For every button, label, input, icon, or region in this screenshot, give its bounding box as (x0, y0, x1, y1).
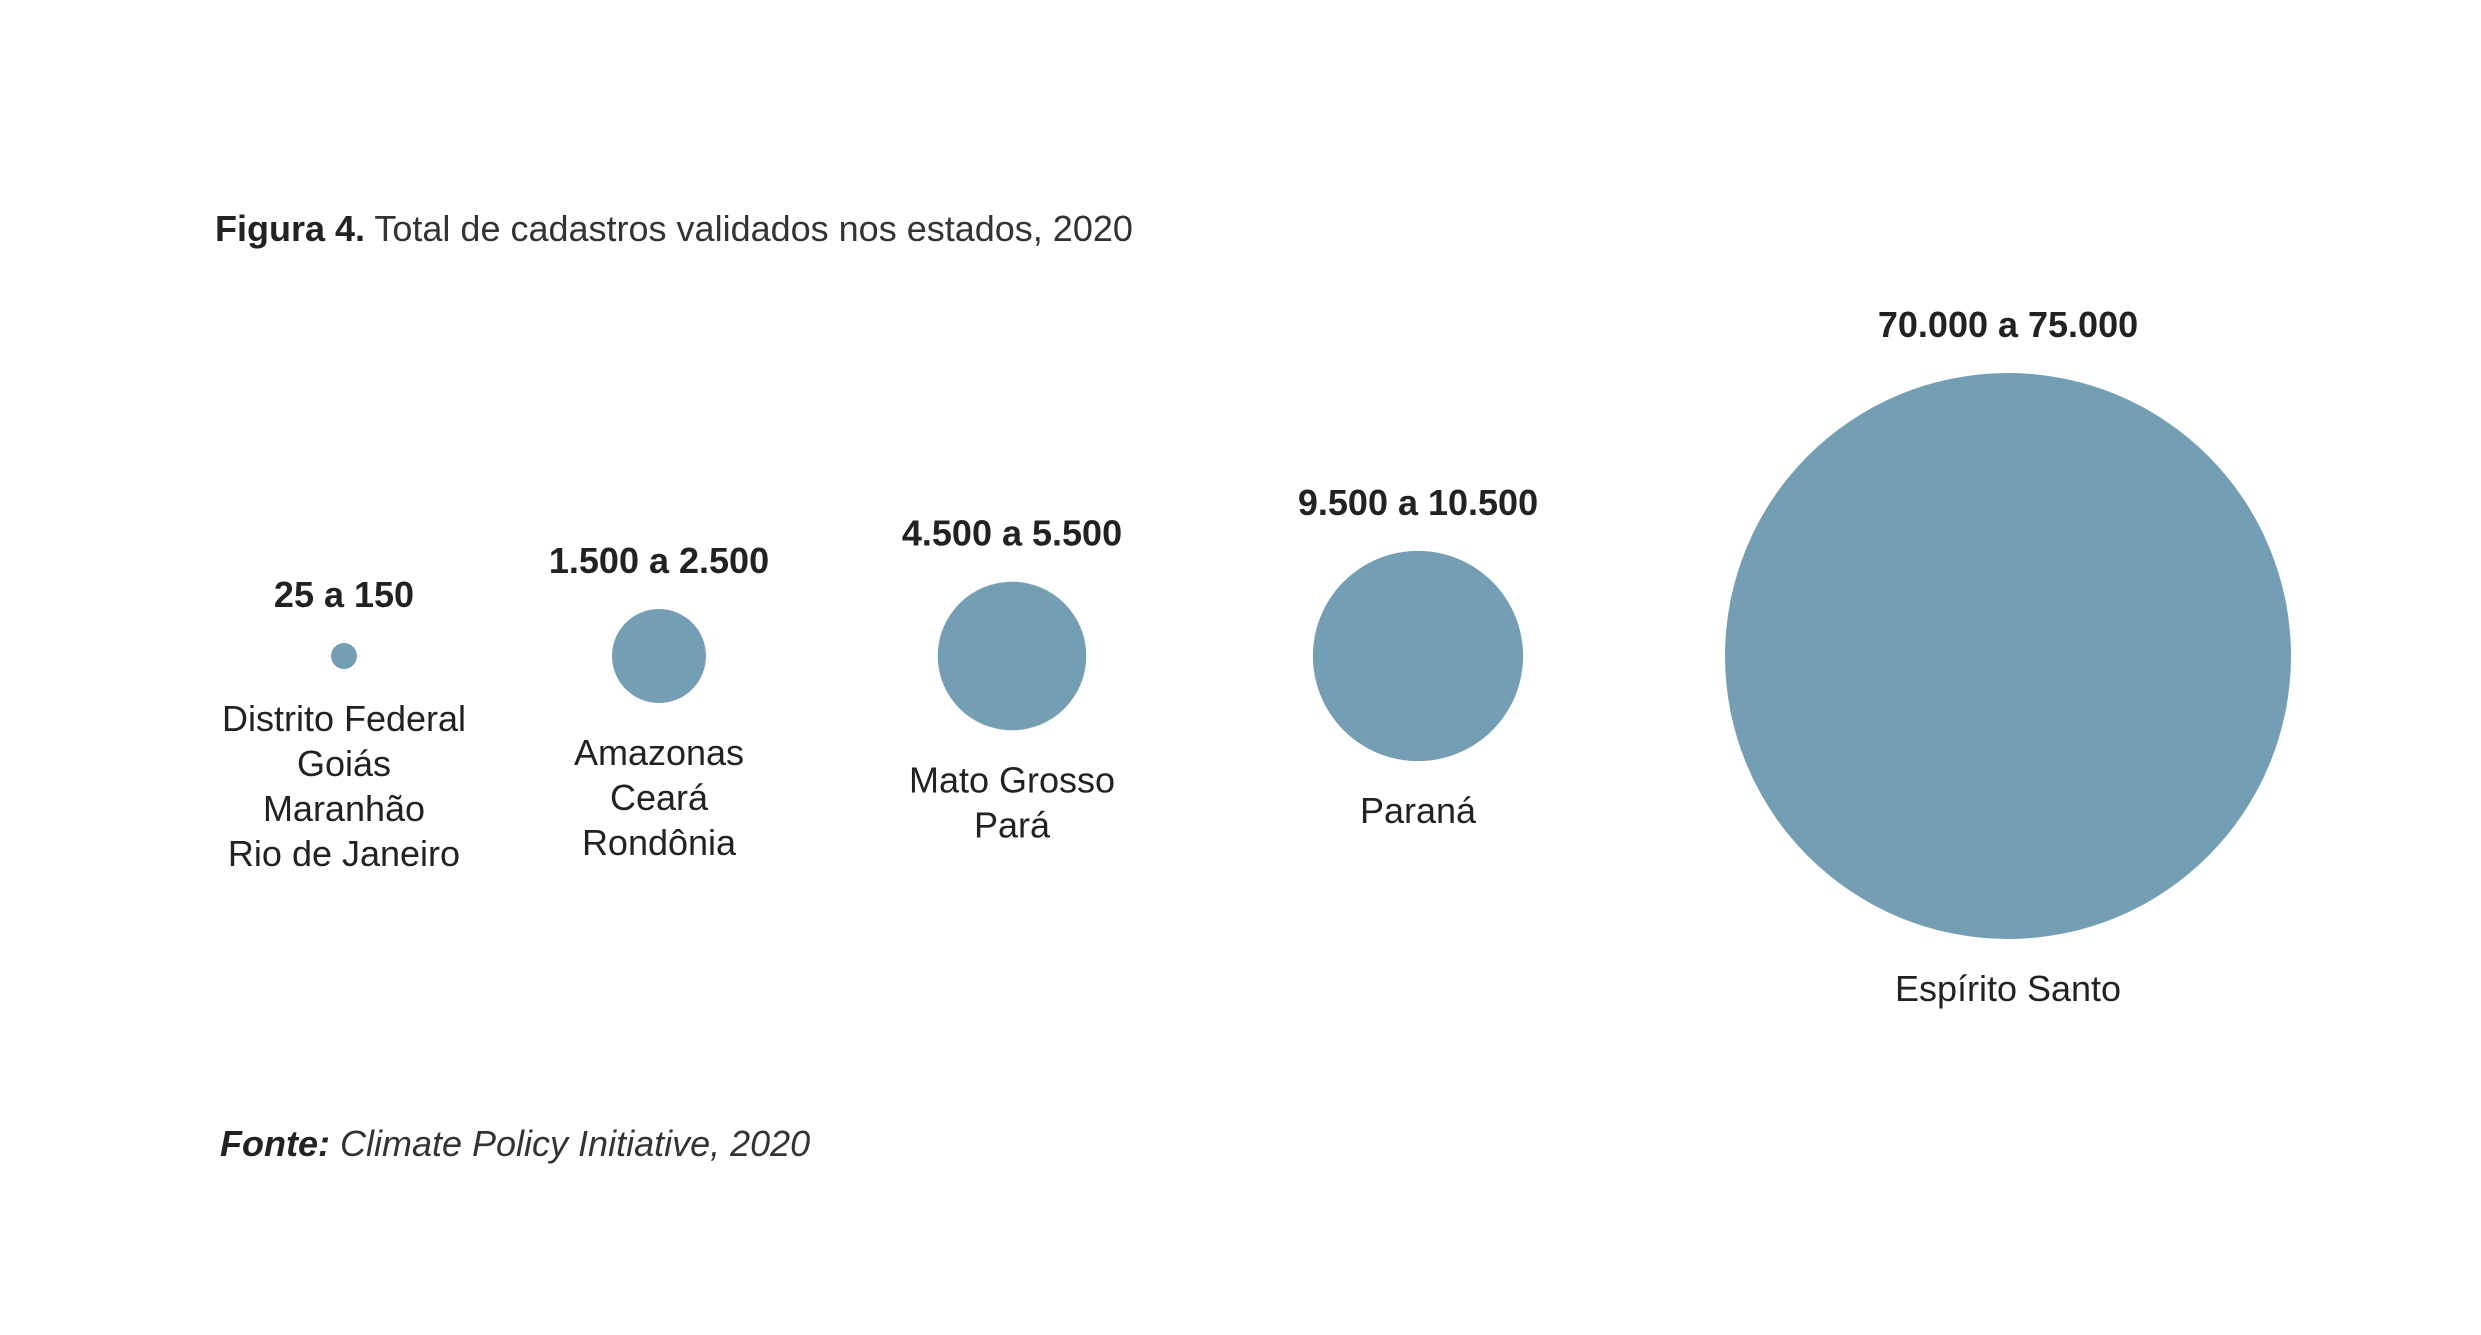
source-note: Fonte: Climate Policy Initiative, 2020 (220, 1120, 810, 1168)
state-label: Pará (974, 804, 1051, 845)
range-label-1: 25 a 150 (274, 574, 414, 615)
bubble-2 (612, 609, 706, 703)
range-label-3: 4.500 a 5.500 (902, 513, 1122, 554)
state-label: Amazonas (574, 732, 744, 773)
figure-title-text: Total de cadastros validados nos estados… (374, 208, 1133, 249)
state-label: Distrito Federal (222, 698, 466, 739)
bubble-4 (1312, 550, 1524, 762)
range-label-4: 9.500 a 10.500 (1298, 482, 1538, 523)
state-label: Goiás (297, 743, 391, 784)
state-label: Maranhão (263, 788, 425, 829)
state-label: Rondônia (582, 822, 737, 863)
bubble-1 (331, 643, 357, 669)
source-text: Climate Policy Initiative, 2020 (339, 1123, 811, 1164)
figure-title: Figura 4. Total de cadastros validados n… (215, 205, 1133, 253)
range-label-2: 1.500 a 2.500 (549, 540, 769, 581)
state-label: Paraná (1360, 790, 1477, 831)
state-label: Espírito Santo (1895, 968, 2121, 1009)
source-label: Fonte: (220, 1123, 330, 1164)
range-label-5: 70.000 a 75.000 (1878, 304, 2138, 345)
state-label: Rio de Janeiro (228, 833, 460, 874)
state-label: Ceará (610, 777, 709, 818)
bubble-5 (1725, 373, 2291, 939)
figure-label: Figura 4. (215, 208, 366, 249)
bubble-3 (937, 581, 1087, 731)
state-label: Mato Grosso (909, 759, 1115, 800)
